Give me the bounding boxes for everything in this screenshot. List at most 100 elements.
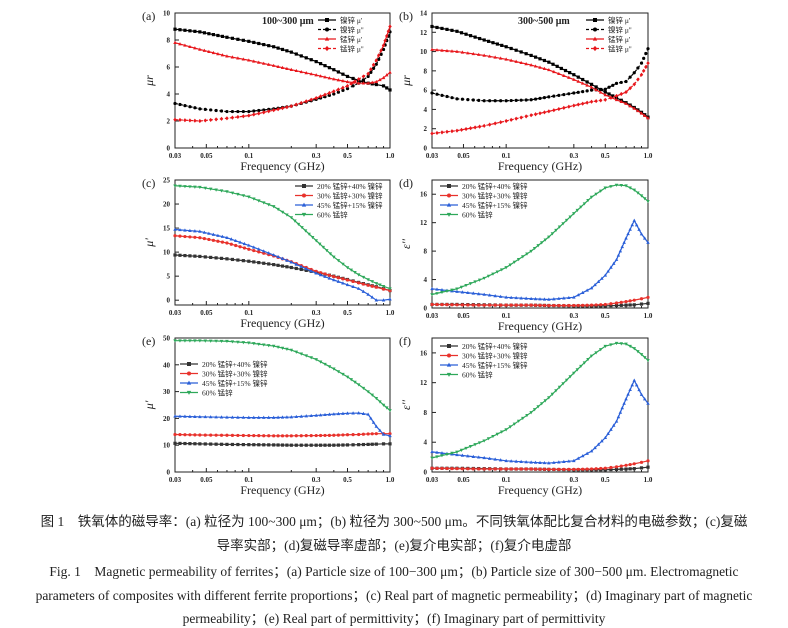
marker-triangle-down: [455, 450, 459, 454]
marker-triangle-down: [459, 448, 464, 452]
marker-triangle-up: [542, 460, 547, 465]
marker-triangle-down: [247, 341, 251, 345]
marker-triangle-down: [321, 245, 325, 250]
marker-triangle-up: [626, 392, 630, 396]
legend-label: 镍锌 μ'': [608, 24, 632, 34]
marker-circle: [477, 303, 481, 307]
marker-square: [388, 442, 392, 446]
marker-triangle-up: [271, 253, 276, 257]
marker-square: [252, 40, 256, 45]
marker-triangle-up: [632, 218, 637, 222]
marker-triangle-up: [529, 63, 533, 67]
marker-triangle-up: [482, 292, 486, 296]
marker-triangle-up: [388, 433, 392, 438]
marker-triangle-up: [309, 72, 313, 76]
marker-circle: [572, 303, 576, 308]
marker-circle: [230, 433, 235, 437]
marker-circle: [538, 467, 542, 471]
marker-triangle-down: [568, 375, 573, 379]
marker-circle: [524, 467, 528, 471]
marker-square: [257, 41, 261, 46]
marker-triangle-up: [318, 74, 323, 78]
marker-triangle-up: [304, 414, 308, 418]
marker-circle: [294, 434, 298, 438]
legend-label: 锰锌 μ'': [608, 43, 632, 53]
marker-square: [619, 467, 623, 471]
marker-triangle-down: [532, 246, 537, 251]
marker-circle: [445, 466, 449, 471]
marker-square: [559, 66, 563, 71]
marker-triangle-up: [280, 415, 285, 419]
marker-square: [628, 303, 632, 307]
marker-diamond: [533, 112, 538, 117]
marker-circle: [202, 236, 206, 241]
marker-circle: [214, 108, 218, 113]
marker-triangle-down: [374, 397, 379, 401]
series-2: [173, 227, 392, 302]
marker-circle: [557, 467, 561, 471]
marker-circle: [607, 85, 611, 89]
marker-circle: [552, 303, 556, 308]
marker-triangle-down: [183, 339, 187, 343]
marker-triangle-up: [557, 296, 561, 300]
marker-triangle-up: [385, 73, 389, 77]
marker-circle: [482, 99, 486, 103]
marker-square: [603, 90, 607, 94]
marker-triangle-up: [446, 202, 452, 207]
marker-triangle-down: [225, 190, 229, 194]
marker-triangle-up: [600, 276, 604, 280]
y-tick-label: 20: [163, 201, 171, 209]
marker-circle: [371, 66, 376, 70]
marker-triangle-down: [636, 191, 640, 195]
y-axis-label: μ': [142, 400, 156, 410]
marker-circle: [562, 92, 566, 97]
marker-triangle-up: [327, 76, 332, 80]
marker-triangle-down: [561, 382, 565, 386]
marker-circle: [323, 433, 327, 438]
marker-triangle-up: [299, 414, 304, 418]
marker-triangle-up: [230, 55, 235, 59]
marker-circle: [381, 287, 386, 291]
marker-diamond: [504, 118, 508, 124]
marker-triangle-up: [193, 46, 197, 50]
y-axis-label: μ': [142, 238, 156, 248]
marker-circle: [289, 434, 293, 438]
marker-square: [581, 77, 585, 82]
y-axis-label: ε'': [399, 239, 413, 249]
marker-circle: [193, 235, 197, 239]
marker-square: [272, 263, 276, 267]
legend-label: 20% 锰锌+40% 镍锌: [317, 181, 383, 191]
x-tick-label: 0.3: [569, 312, 578, 320]
marker-triangle-down: [512, 260, 517, 264]
y-tick-label: 12: [420, 379, 428, 387]
marker-diamond: [538, 111, 542, 116]
y-tick-label: 6: [167, 64, 171, 72]
marker-diamond: [257, 111, 261, 116]
marker-circle: [567, 92, 571, 96]
marker-triangle-up: [524, 296, 528, 300]
marker-triangle-down: [579, 205, 583, 209]
marker-circle: [567, 303, 571, 308]
marker-square: [486, 39, 491, 43]
marker-circle: [547, 95, 551, 99]
marker-square: [203, 442, 207, 446]
marker-triangle-down: [252, 342, 256, 346]
marker-circle: [345, 433, 350, 437]
marker-square: [230, 36, 235, 40]
x-tick-label: 0.1: [244, 152, 253, 160]
marker-triangle-down: [257, 199, 261, 203]
marker-triangle-up: [589, 286, 594, 290]
marker-circle: [493, 99, 497, 103]
marker-triangle-up: [323, 412, 327, 417]
marker-diamond: [379, 48, 383, 53]
marker-diamond: [285, 105, 289, 110]
marker-circle: [361, 282, 366, 286]
marker-triangle-down: [554, 228, 558, 233]
marker-triangle-up: [285, 66, 289, 70]
marker-triangle-up: [183, 414, 187, 418]
marker-triangle-down: [356, 383, 361, 387]
marker-triangle-down: [430, 293, 434, 297]
marker-triangle-down: [609, 343, 613, 347]
marker-square: [187, 362, 191, 366]
marker-diamond: [369, 67, 373, 72]
